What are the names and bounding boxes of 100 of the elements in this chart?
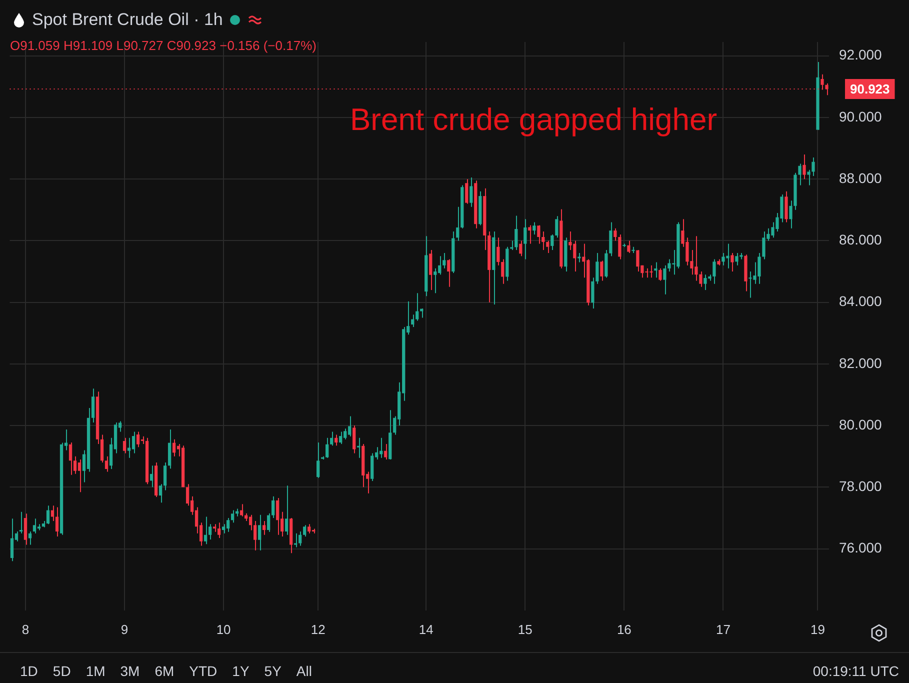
candlestick <box>465 178 468 204</box>
candlestick <box>434 268 437 294</box>
candlestick <box>699 271 702 288</box>
text: 3M <box>120 663 140 679</box>
candlestick <box>172 438 176 457</box>
candlestick <box>339 431 342 445</box>
candlestick <box>316 442 320 478</box>
candlestick <box>609 222 612 257</box>
x-tick-label: 15 <box>518 622 532 637</box>
candlestick <box>28 531 32 546</box>
candlestick <box>24 513 28 546</box>
candlestick <box>326 437 329 458</box>
candlestick <box>222 524 226 534</box>
x-tick-label: 8 <box>22 622 30 637</box>
candlestick <box>604 249 608 278</box>
y-tick-label: 76.000 <box>839 540 882 556</box>
candlestick <box>168 429 172 470</box>
candlestick <box>127 437 131 458</box>
x-tick-label: 14 <box>418 622 434 637</box>
candlestick <box>578 252 581 263</box>
y-tick-label: 86.000 <box>839 232 882 248</box>
candlestick <box>542 230 545 250</box>
candlestick <box>334 434 338 446</box>
text: 1Y <box>232 663 250 679</box>
candlestick <box>411 314 414 328</box>
candlestick <box>447 258 450 288</box>
candlestick <box>32 518 36 534</box>
candlestick <box>370 452 374 482</box>
candlestick <box>132 431 136 454</box>
candlestick <box>150 465 154 488</box>
candlestick <box>537 224 540 244</box>
candlestick <box>532 222 536 236</box>
x-tick-label: 10 <box>216 622 231 637</box>
candlestick <box>600 260 604 282</box>
candlestick <box>514 215 518 250</box>
candlestick <box>654 262 658 278</box>
candlestick <box>501 258 504 284</box>
candlestick <box>546 240 550 254</box>
x-tick-label: 12 <box>310 622 326 637</box>
text: YTD <box>189 663 218 679</box>
candlestick <box>46 505 50 525</box>
candlestick <box>429 249 432 290</box>
candlestick <box>712 258 716 284</box>
candlestick <box>470 177 473 208</box>
candlestick <box>802 154 806 180</box>
candlestick <box>19 511 23 534</box>
text: 1M <box>86 663 106 679</box>
candlestick <box>303 524 306 537</box>
text: 1D <box>20 663 38 679</box>
ref-line-label: 90.923 <box>850 82 890 97</box>
candlestick <box>496 237 500 266</box>
x-tick-label: 19 <box>810 622 825 637</box>
candlestick <box>104 456 108 472</box>
y-tick-label: 90.000 <box>839 108 882 124</box>
candlestick <box>226 517 230 532</box>
y-tick-label: 92.000 <box>839 46 882 63</box>
candlestick <box>78 458 82 493</box>
candlestick <box>528 224 532 244</box>
text: 00:19:11 UTC <box>812 663 899 679</box>
candlestick <box>262 520 266 536</box>
candlestick <box>618 234 622 260</box>
candlestick <box>352 425 356 454</box>
candlestick <box>276 497 280 536</box>
candlestick <box>258 514 262 551</box>
candlestick <box>798 163 802 186</box>
candlestick <box>519 240 522 257</box>
x-tick-label: 9 <box>120 622 128 637</box>
chart-title: Spot Brent Crude Oil · 1h <box>32 10 223 30</box>
candlestick <box>285 485 288 536</box>
text: 6M <box>154 663 174 679</box>
candlestick <box>730 252 734 272</box>
candlestick <box>68 442 72 476</box>
y-tick-label: 80.000 <box>839 416 882 432</box>
y-tick-label: 84.000 <box>839 293 882 310</box>
candlestick <box>298 531 302 546</box>
candlestick <box>10 518 14 562</box>
text: All <box>296 663 312 679</box>
candlestick <box>136 431 140 448</box>
candlestick <box>420 308 424 318</box>
candlestick <box>524 218 527 260</box>
candlestick <box>614 228 617 242</box>
candlestick <box>330 431 334 446</box>
y-tick-label: 82.000 <box>839 354 882 371</box>
candlestick <box>627 240 630 254</box>
candlestick <box>658 268 662 282</box>
candlestick <box>294 532 298 548</box>
x-tick-label: 16 <box>616 622 632 637</box>
candlestick <box>357 437 360 458</box>
candlestick <box>204 516 208 545</box>
annotation: Brent crude gapped higher <box>350 102 718 138</box>
candlestick <box>384 444 388 460</box>
text: 5Y <box>264 663 282 679</box>
candlestick <box>230 510 234 524</box>
text: 5D <box>52 663 71 679</box>
x-tick-label: 17 <box>716 622 730 637</box>
y-tick-label: 78.000 <box>839 478 882 494</box>
candlestick <box>122 437 126 454</box>
candlestick <box>55 506 59 537</box>
chart-subtitle: O91.059 H91.109 L90.727 C90.923 −0.156 (−0.17%) <box>10 38 316 53</box>
y-tick-label: 88.000 <box>839 170 882 186</box>
